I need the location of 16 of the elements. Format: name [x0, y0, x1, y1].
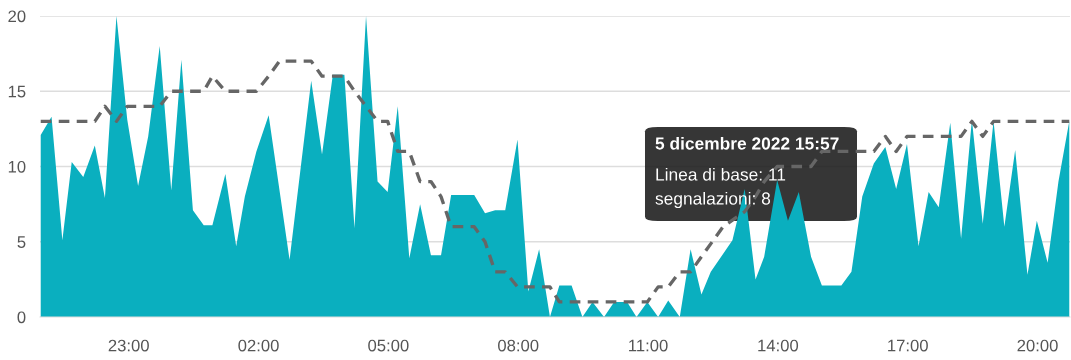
x-tick-label: 05:00: [368, 339, 409, 352]
x-tick-label: 08:00: [498, 339, 539, 352]
x-tick-label: 20:00: [1017, 339, 1058, 352]
x-tick-label: 02:00: [238, 339, 279, 352]
annotation: Linea di base: 11: [656, 167, 786, 181]
y-tick-label: 15: [8, 85, 26, 98]
y-tick-label: 5: [17, 236, 26, 248]
x-tick-label: 17:00: [888, 339, 928, 352]
x-tick-label: 14:00: [758, 339, 799, 352]
y-tick-label: 10: [8, 160, 26, 173]
x-tick-label: 11:00: [629, 339, 668, 352]
annotation: 5 dicembre 2022 15:57: [655, 136, 839, 150]
y-tick-label: 20: [8, 10, 26, 23]
line-series: [40, 59, 1070, 304]
y-tick-label: 0: [17, 311, 26, 324]
x-tick-label: 23:00: [108, 339, 149, 352]
